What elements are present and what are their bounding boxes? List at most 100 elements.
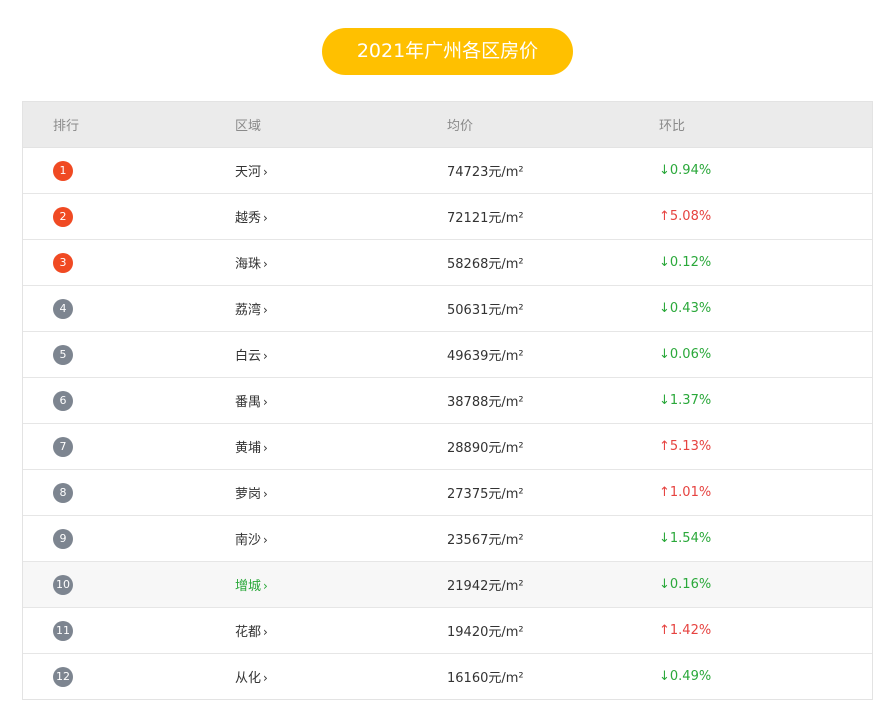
change-cell: ↑1.42%	[659, 623, 712, 638]
price-cell: 58268元/m²	[447, 257, 524, 272]
rank-badge: 11	[53, 620, 73, 641]
change-cell: ↑5.13%	[659, 439, 712, 454]
area-link[interactable]: 海珠 ›	[235, 257, 268, 272]
rank-cell: 5	[23, 344, 235, 365]
chevron-right-icon: ›	[263, 579, 268, 593]
area-link[interactable]: 从化 ›	[235, 671, 268, 686]
table-row: 3 海珠 › 58268元/m² ↓0.12%	[23, 240, 872, 286]
area-cell: 南沙 ›	[235, 529, 447, 548]
price-cell: 74723元/m²	[447, 165, 524, 180]
area-label: 白云	[235, 349, 262, 364]
table-row: 8 萝岗 › 27375元/m² ↑1.01%	[23, 470, 872, 516]
chevron-right-icon: ›	[263, 395, 268, 409]
area-cell: 萝岗 ›	[235, 483, 447, 502]
price-cell: 38788元/m²	[447, 395, 524, 410]
area-label: 荔湾	[235, 303, 262, 318]
change-cell: ↓0.16%	[659, 577, 712, 592]
area-link[interactable]: 南沙 ›	[235, 533, 268, 548]
price-cell: 16160元/m²	[447, 671, 524, 686]
area-label: 海珠	[235, 257, 262, 272]
area-cell: 黄埔 ›	[235, 437, 447, 456]
table-row: 7 黄埔 › 28890元/m² ↑5.13%	[23, 424, 872, 470]
area-link[interactable]: 天河 ›	[235, 165, 268, 180]
rank-cell: 4	[23, 298, 235, 319]
change-cell: ↓0.94%	[659, 163, 712, 178]
area-label: 越秀	[235, 211, 262, 226]
table-row: 1 天河 › 74723元/m² ↓0.94%	[23, 148, 872, 194]
area-cell: 海珠 ›	[235, 253, 447, 272]
area-link[interactable]: 番禺 ›	[235, 395, 268, 410]
rank-badge: 4	[53, 298, 73, 319]
chevron-right-icon: ›	[263, 487, 268, 501]
rank-cell: 1	[23, 160, 235, 181]
table-row: 6 番禺 › 38788元/m² ↓1.37%	[23, 378, 872, 424]
table-row: 2 越秀 › 72121元/m² ↑5.08%	[23, 194, 872, 240]
chevron-right-icon: ›	[263, 533, 268, 547]
rank-badge: 10	[53, 574, 73, 595]
chevron-right-icon: ›	[263, 349, 268, 363]
area-label: 天河	[235, 165, 262, 180]
chevron-right-icon: ›	[263, 257, 268, 271]
table-body: 1 天河 › 74723元/m² ↓0.94% 2 越秀 › 72121元/m² ↑5.08% 3 海…	[23, 148, 872, 699]
rank-badge: 7	[53, 436, 73, 457]
table-header: 排行 区域 均价 环比	[23, 102, 872, 148]
rank-cell: 7	[23, 436, 235, 457]
area-cell: 花都 ›	[235, 621, 447, 640]
chevron-right-icon: ›	[263, 303, 268, 317]
rank-badge: 9	[53, 528, 73, 549]
area-link[interactable]: 花都 ›	[235, 625, 268, 640]
rank-cell: 11	[23, 620, 235, 641]
area-label: 黄埔	[235, 441, 262, 456]
area-label: 萝岗	[235, 487, 262, 502]
header-area: 区域	[235, 119, 262, 134]
area-link[interactable]: 白云 ›	[235, 349, 268, 364]
table-row: 11 花都 › 19420元/m² ↑1.42%	[23, 608, 872, 654]
area-link[interactable]: 萝岗 ›	[235, 487, 268, 502]
change-cell: ↑1.01%	[659, 485, 712, 500]
rank-cell: 6	[23, 390, 235, 411]
price-cell: 21942元/m²	[447, 579, 524, 594]
header-rank: 排行	[53, 119, 80, 134]
change-cell: ↓0.43%	[659, 301, 712, 316]
rank-badge: 1	[53, 160, 73, 181]
area-cell: 番禺 ›	[235, 391, 447, 410]
rank-cell: 12	[23, 666, 235, 687]
price-cell: 72121元/m²	[447, 211, 524, 226]
rank-cell: 2	[23, 206, 235, 227]
page-title: 2021年广州各区房价	[322, 28, 573, 75]
rank-cell: 9	[23, 528, 235, 549]
area-cell: 白云 ›	[235, 345, 447, 364]
rank-badge: 5	[53, 344, 73, 365]
price-cell: 27375元/m²	[447, 487, 524, 502]
rank-cell: 8	[23, 482, 235, 503]
table-row: 12 从化 › 16160元/m² ↓0.49%	[23, 654, 872, 699]
chevron-right-icon: ›	[263, 165, 268, 179]
price-table: 排行 区域 均价 环比 1 天河 › 74723元/m² ↓0.94% 2 越秀 › 72121…	[22, 101, 873, 700]
price-cell: 23567元/m²	[447, 533, 524, 548]
rank-badge: 6	[53, 390, 73, 411]
rank-badge: 3	[53, 252, 73, 273]
price-cell: 49639元/m²	[447, 349, 524, 364]
area-label: 南沙	[235, 533, 262, 548]
table-row: 5 白云 › 49639元/m² ↓0.06%	[23, 332, 872, 378]
area-link[interactable]: 增城 ›	[235, 579, 268, 594]
chevron-right-icon: ›	[263, 441, 268, 455]
area-link[interactable]: 越秀 ›	[235, 211, 268, 226]
area-cell: 荔湾 ›	[235, 299, 447, 318]
price-cell: 19420元/m²	[447, 625, 524, 640]
area-label: 增城	[235, 579, 262, 594]
chevron-right-icon: ›	[263, 211, 268, 225]
price-cell: 28890元/m²	[447, 441, 524, 456]
rank-cell: 10	[23, 574, 235, 595]
rank-cell: 3	[23, 252, 235, 273]
chevron-right-icon: ›	[263, 625, 268, 639]
area-link[interactable]: 黄埔 ›	[235, 441, 268, 456]
area-link[interactable]: 荔湾 ›	[235, 303, 268, 318]
table-row: 4 荔湾 › 50631元/m² ↓0.43%	[23, 286, 872, 332]
chevron-right-icon: ›	[263, 671, 268, 685]
table-row: 10 增城 › 21942元/m² ↓0.16%	[23, 562, 872, 608]
change-cell: ↓0.49%	[659, 669, 712, 684]
area-label: 花都	[235, 625, 262, 640]
rank-badge: 8	[53, 482, 73, 503]
